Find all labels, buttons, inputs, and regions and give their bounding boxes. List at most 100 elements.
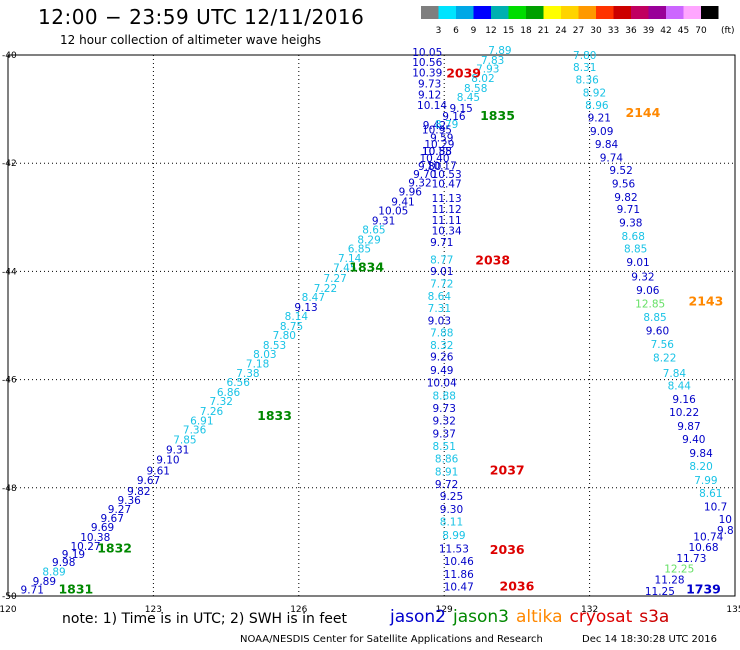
latitude-tick-label: -46: [2, 376, 17, 386]
longitude-tick-label: 123: [145, 605, 162, 615]
wave-height-label: 9.01: [626, 257, 649, 269]
wave-height-label: 10.58: [422, 146, 452, 158]
legend-tick-label: 21: [538, 26, 549, 36]
wave-height-label: 7.84: [663, 368, 687, 380]
wave-height-label: 9.96: [399, 187, 423, 199]
wave-height-label: 9.12: [418, 89, 441, 101]
wave-height-label: 10.04: [427, 378, 457, 390]
wave-height-label: 7.18: [246, 359, 269, 371]
wave-height-label: 8.77: [430, 254, 453, 266]
longitude-tick-label: 132: [581, 605, 598, 615]
satellite-name: jason3: [453, 607, 509, 627]
wave-height-label: 9.03: [428, 315, 451, 327]
wave-height-label: 7.14: [338, 253, 362, 265]
wave-height-label: 10.85: [422, 146, 452, 158]
wave-height-label: 9.21: [588, 113, 611, 125]
wave-height-label: 9.31: [166, 445, 189, 457]
wave-height-label: 8.31: [573, 62, 596, 74]
wave-height-label: 9.38: [619, 217, 642, 229]
wave-height-label: 9.87: [677, 421, 700, 433]
wave-height-label: 6.86: [217, 387, 241, 399]
pass-time-label: 2037: [490, 462, 525, 477]
wave-height-label: 11.13: [432, 193, 462, 205]
legend-swatch: [526, 6, 544, 19]
satellite-name: s3a: [639, 607, 670, 627]
legend-tick-label: 45: [678, 26, 689, 36]
wave-height-label: 7.26: [200, 406, 224, 418]
satellite-name: cryosat: [569, 607, 633, 627]
legend-swatch: [701, 6, 719, 19]
wave-height-label: 8.79: [435, 119, 458, 131]
wave-height-label: 11.86: [444, 569, 474, 581]
wave-height-label: 7.83: [481, 55, 504, 67]
wave-height-label: 8.58: [464, 83, 487, 95]
wave-height-label: 9.72: [435, 479, 458, 491]
wave-height-label: 8.65: [362, 225, 385, 237]
wave-height-label: 8.20: [689, 461, 712, 473]
footnote: note: 1) Time is in UTC; 2) SWH is in fe…: [62, 611, 348, 627]
wave-height-label: 9.71: [430, 237, 453, 249]
pass-time-label: 1832: [97, 541, 132, 556]
legend-swatch: [543, 6, 561, 19]
legend-swatch: [491, 6, 509, 19]
legend-swatch: [508, 6, 526, 19]
page-subtitle: 12 hour collection of altimeter wave hei…: [60, 33, 322, 47]
pass-time-label: 2038: [475, 252, 510, 267]
wave-height-label: 9.32: [631, 272, 654, 284]
wave-height-label: 9.8: [717, 525, 734, 537]
wave-height-label: 10.47: [444, 582, 474, 594]
wave-height-label: 8.11: [440, 517, 463, 529]
wave-height-label: 10.14: [417, 100, 447, 112]
wave-height-label: 12.25: [664, 564, 694, 576]
wave-height-label: 9.26: [430, 352, 454, 364]
legend-tick-label: 36: [625, 26, 637, 36]
wave-height-label: 10.7: [704, 502, 727, 514]
wave-height-label: 7.99: [694, 475, 717, 487]
map-frame: [7, 54, 736, 597]
wave-height-label: 9.37: [433, 428, 456, 440]
longitude-tick-label: 129: [436, 605, 453, 615]
wave-height-label: 8.36: [575, 75, 599, 87]
legend-tick-label: 9: [471, 26, 477, 36]
pass-time-label: 2036: [500, 579, 535, 594]
wave-height-label: 9.06: [636, 285, 660, 297]
wave-height-label: 9.80: [418, 161, 441, 173]
wave-height-label: 7.88: [430, 327, 453, 339]
legend-tick-label: 42: [660, 26, 671, 36]
wave-height-label: 11.28: [655, 575, 685, 587]
wave-height-label: 10.05: [412, 47, 442, 59]
legend-swatch: [648, 6, 666, 19]
legend-tick-label: 3: [436, 26, 442, 36]
wave-height-label: 9.19: [62, 549, 85, 561]
wave-height-label: 7.36: [183, 425, 207, 437]
wave-height-label: 11.73: [676, 553, 706, 565]
legend-tick-label: 30: [590, 26, 602, 36]
wave-height-label: 9.84: [689, 448, 713, 460]
wave-height-label: 9.10: [156, 454, 179, 466]
wave-height-label: 9.30: [440, 504, 463, 516]
wave-height-label: 7.89: [488, 45, 511, 57]
pass-time-label: 2143: [689, 293, 724, 308]
legend-swatch: [421, 6, 439, 19]
pass-time-label: 1833: [257, 408, 292, 423]
satellite-legend: jason2 jason3 altika cryosat s3a: [390, 607, 676, 627]
longitude-tick-label: 126: [290, 605, 307, 615]
legend-swatch: [666, 6, 684, 19]
wave-height-label: 9.32: [433, 416, 456, 428]
legend-swatch: [578, 6, 596, 19]
wave-height-label: 8.96: [585, 100, 609, 112]
legend-swatch: [596, 6, 614, 19]
pass-time-label: 1739: [686, 581, 721, 596]
wave-height-label: 10.22: [669, 407, 699, 419]
wave-height-label: 10.68: [688, 542, 718, 554]
satellite-name: jason2: [390, 607, 446, 627]
wave-height-label: 8.03: [253, 349, 276, 361]
wave-height-label: 9.71: [617, 204, 640, 216]
legend-swatch: [438, 6, 456, 19]
page-title: 12:00 − 23:59 UTC 12/11/2016: [38, 5, 365, 29]
wave-height-label: 9.31: [372, 215, 395, 227]
wave-height-label: 8.89: [42, 566, 65, 578]
legend-tick-label: 6: [453, 26, 459, 36]
wave-height-label: 9.42: [423, 120, 446, 132]
wave-height-label: 8.14: [285, 311, 309, 323]
